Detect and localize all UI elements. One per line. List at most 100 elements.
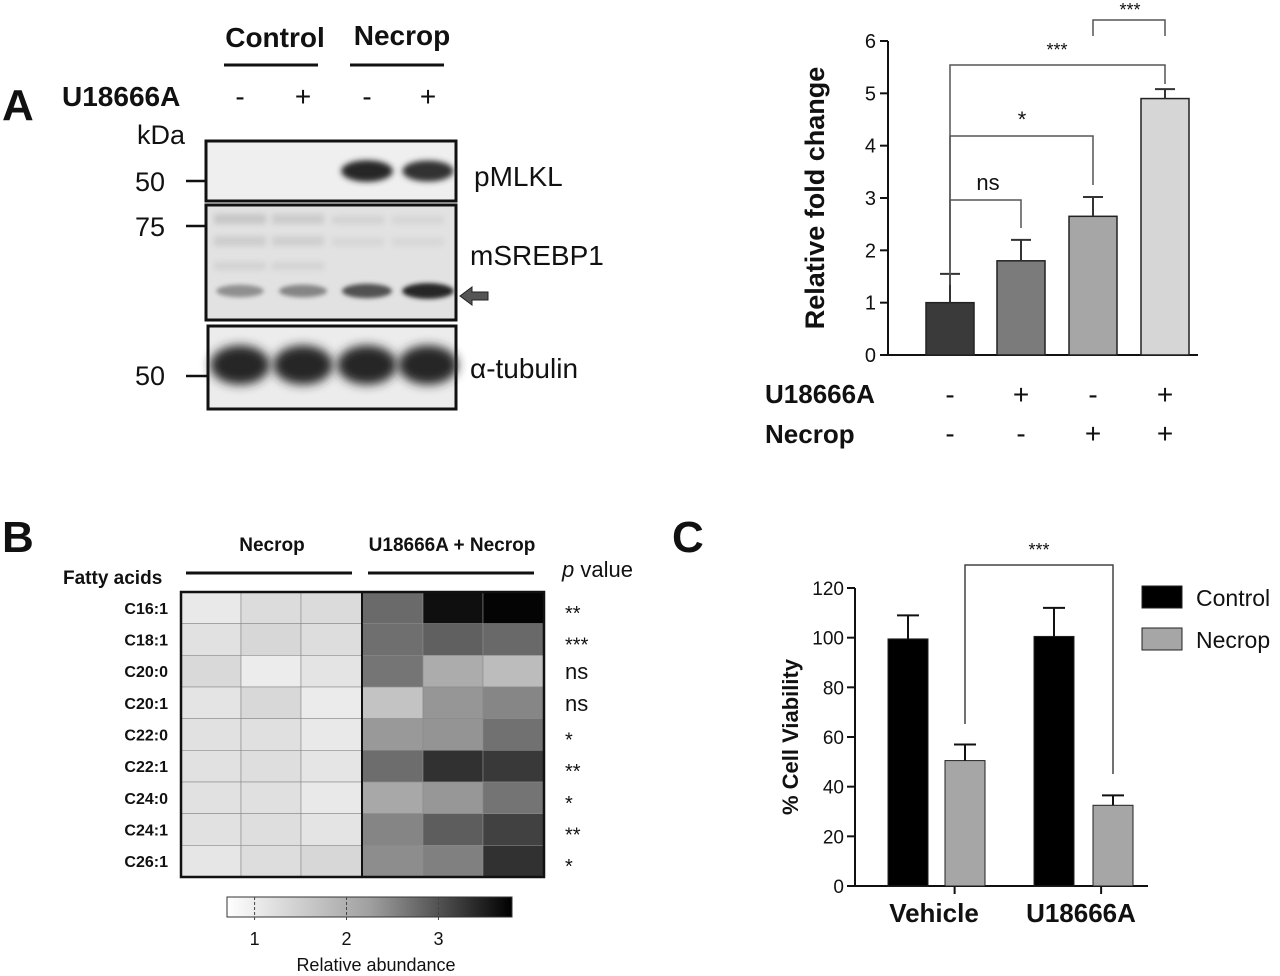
band-α-tubulin-lane-2 xyxy=(273,345,333,385)
fold-sig-label-4: *** xyxy=(1119,0,1140,20)
band-mSREBP1-lane-4 xyxy=(402,283,454,299)
heatmap-pvalue-4: ns xyxy=(565,691,588,716)
fold-condition-1-3: - xyxy=(1088,379,1097,410)
heatmap-cell-C16:1-1 xyxy=(180,591,242,624)
blot-label-pmlkl: pMLKL xyxy=(474,161,563,192)
heatmap-cell-C16:1-4 xyxy=(361,591,424,624)
heatmap-pvalue-7: * xyxy=(565,793,573,815)
fold-bar-4 xyxy=(1140,97,1190,356)
heatmap-cell-C26:1-4 xyxy=(361,845,424,878)
fold-significance: ns******* xyxy=(949,0,1166,285)
heatmap-cell-C22:1-2 xyxy=(240,750,302,783)
wb-lane-sign-2: + xyxy=(295,81,311,112)
fold-condition-1-2: + xyxy=(1013,379,1029,410)
fold-sig-label-3: *** xyxy=(1046,40,1067,60)
band-mSREBP1-lane-1 xyxy=(216,284,264,298)
heatmap-cell-C26:1-5 xyxy=(422,845,484,878)
viab-bars xyxy=(887,606,1134,887)
heatmap-pvalue-2: *** xyxy=(565,635,589,657)
heatmap-cell-C24:1-2 xyxy=(240,813,302,846)
heatmap-pvalue-3: ns xyxy=(565,659,588,684)
pvalue-rest: value xyxy=(574,557,633,582)
fold-condition-2-1: - xyxy=(945,418,954,449)
fatty-acid-heatmap: B Necrop U18666A + Necrop Fatty acids p … xyxy=(2,513,633,975)
colorbar-label: Relative abundance xyxy=(296,955,455,975)
fold-bracket-3 xyxy=(949,64,1166,285)
viab-ytick-label: 80 xyxy=(823,678,844,699)
heatmap-cell-C18:1-6 xyxy=(482,623,545,656)
heatmap-cell-C22:1-1 xyxy=(180,750,242,783)
wb-group-label-necrop: Necrop xyxy=(354,20,450,51)
fold-sig-label-2: * xyxy=(1018,107,1027,132)
cell-viability-chart: C % Cell Viability 0 20 40 60 80 100 120 *** V… xyxy=(672,513,1270,928)
colorbar-tick-label-3: 3 xyxy=(433,929,443,949)
heatmap-cell-C22:0-4 xyxy=(361,718,424,751)
blot-smear-msrebp1 xyxy=(214,214,444,270)
viab-bar-necrop-1 xyxy=(944,760,986,887)
fold-ytick-label: 2 xyxy=(865,240,876,262)
heatmap-cell-C22:0-1 xyxy=(180,718,242,751)
wb-marker-75: 75 xyxy=(135,212,165,242)
fold-ytick-label: 3 xyxy=(865,188,876,210)
viab-category-u18666a: U18666A xyxy=(1026,898,1136,928)
fold-bracket-4 xyxy=(1092,19,1166,36)
heatmap-row-label-9: C26:1 xyxy=(124,854,168,871)
heatmap-row-label-4: C20:1 xyxy=(124,696,168,713)
colorbar-ticks: 1 2 3 xyxy=(250,897,443,949)
heatmap-cell-C26:1-6 xyxy=(482,845,545,878)
viab-legend-swatch-control xyxy=(1141,585,1183,609)
viab-legend-swatch-necrop xyxy=(1141,627,1183,651)
heatmap-cell-C24:1-5 xyxy=(422,813,484,846)
heatmap-cell-C22:0-3 xyxy=(300,718,363,751)
band-α-tubulin-lane-3 xyxy=(337,345,397,385)
viab-ytick-label: 40 xyxy=(823,778,844,799)
fold-condition-1-4: + xyxy=(1157,379,1173,410)
band-α-tubulin-lane-4 xyxy=(398,345,458,385)
heatmap-row-label-6: C22:1 xyxy=(124,759,168,776)
wb-treatment-label: U18666A xyxy=(62,81,180,112)
fold-bar-1 xyxy=(925,301,975,356)
viab-ytick-label: 20 xyxy=(823,827,844,848)
fold-condition-2-3: + xyxy=(1085,418,1101,449)
heatmap-cell-C24:1-3 xyxy=(300,813,363,846)
heatmap-cell-C18:1-3 xyxy=(300,623,363,656)
heatmap-row-labels: C16:1 C18:1 C20:0 C20:1 C22:0 C22:1 C24:0 C24:1… xyxy=(124,601,168,871)
fold-ytick-label: 4 xyxy=(865,136,876,158)
heatmap-cell-C16:1-2 xyxy=(240,591,302,624)
fold-row-label-u18666a: U18666A xyxy=(765,379,875,409)
heatmap-cell-C16:1-3 xyxy=(300,591,363,624)
blot-bands-msrebp1 xyxy=(216,283,454,299)
colorbar-tick-label-1: 1 xyxy=(250,929,260,949)
band-mSREBP1-lane-3 xyxy=(342,283,392,299)
fold-ytick-label: 1 xyxy=(865,293,876,315)
heatmap-cell-C24:1-1 xyxy=(180,813,242,846)
heatmap-cell-C18:1-5 xyxy=(422,623,484,656)
band-α-tubulin-lane-1 xyxy=(210,345,270,385)
panel-label-c: C xyxy=(672,513,704,562)
heatmap-cell-C26:1-2 xyxy=(240,845,302,878)
panel-label-b: B xyxy=(2,513,34,562)
heatmap-cell-C20:1-3 xyxy=(300,686,363,719)
viab-bar-control-1 xyxy=(887,638,929,887)
heatmap-pvalue-6: ** xyxy=(565,761,581,783)
viab-legend: Control Necrop xyxy=(1141,585,1270,653)
blot-label-tubulin: α-tubulin xyxy=(470,353,578,384)
heatmap-cell-C18:1-4 xyxy=(361,623,424,656)
heatmap-cell-C26:1-3 xyxy=(300,845,363,878)
heatmap-pvalue-9: * xyxy=(565,856,573,878)
wb-group-label-control: Control xyxy=(225,22,325,53)
blot-bands-tubulin xyxy=(210,345,458,385)
heatmap-cell-C20:1-2 xyxy=(240,686,302,719)
viab-bar-necrop-2 xyxy=(1092,804,1134,887)
viab-bar-control-2 xyxy=(1033,635,1075,887)
fold-condition-1-1: - xyxy=(945,379,954,410)
western-blot-panel: A Control Necrop U18666A - + - + kDa 50 … xyxy=(2,20,604,411)
heatmap-cell-C20:0-5 xyxy=(422,655,484,688)
heatmap-pvalue-8: ** xyxy=(565,825,581,847)
heatmap-cell-C22:1-4 xyxy=(361,750,424,783)
viab-ytick-label: 100 xyxy=(812,629,844,650)
band-mSREBP1-lane-2 xyxy=(279,284,327,298)
fold-ytick-label: 5 xyxy=(865,83,876,105)
heatmap-row-label-2: C18:1 xyxy=(124,633,168,650)
